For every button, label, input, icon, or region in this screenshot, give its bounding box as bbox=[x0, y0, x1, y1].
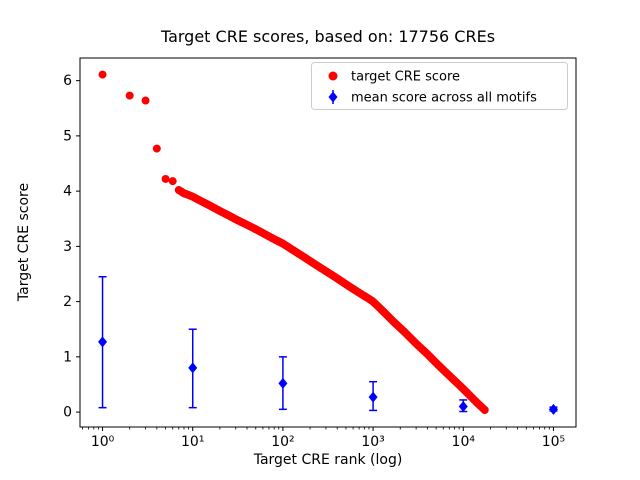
plot-frame bbox=[79, 57, 577, 428]
legend-entry-blue: mean score across all motifs bbox=[351, 91, 537, 106]
legend-entry-red: target CRE score bbox=[351, 70, 460, 85]
x-tick-label: 10³ bbox=[361, 434, 384, 450]
y-tick-label: 2 bbox=[63, 294, 72, 310]
x-tick-label: 10⁵ bbox=[542, 434, 565, 450]
x-tick-label: 10⁰ bbox=[91, 434, 115, 450]
y-tick-label: 0 bbox=[63, 405, 72, 421]
legend: target CRE score mean score across all mo… bbox=[311, 62, 568, 110]
y-tick-label: 1 bbox=[63, 349, 72, 365]
x-tick-label: 10² bbox=[271, 434, 294, 450]
y-tick-label: 3 bbox=[63, 239, 72, 255]
legend-marker-circle bbox=[328, 71, 338, 81]
y-axis: 0 1 2 3 4 5 6 bbox=[63, 73, 80, 421]
x-tick-label: 10⁴ bbox=[452, 434, 476, 450]
y-axis-label: Target CRE score bbox=[16, 182, 32, 302]
y-tick-label: 5 bbox=[63, 128, 72, 144]
blue-series bbox=[98, 275, 558, 415]
y-tick-label: 6 bbox=[63, 73, 72, 89]
x-tick-label: 10¹ bbox=[181, 434, 204, 450]
x-axis: 10⁰ 10¹ 10² 10³ 10⁴ 10⁵ bbox=[82, 427, 565, 450]
red-series bbox=[98, 70, 489, 415]
y-tick-label: 4 bbox=[63, 184, 72, 200]
chart-title: Target CRE scores, based on: 17756 CREs bbox=[160, 27, 496, 46]
x-axis-label: Target CRE rank (log) bbox=[253, 452, 403, 468]
